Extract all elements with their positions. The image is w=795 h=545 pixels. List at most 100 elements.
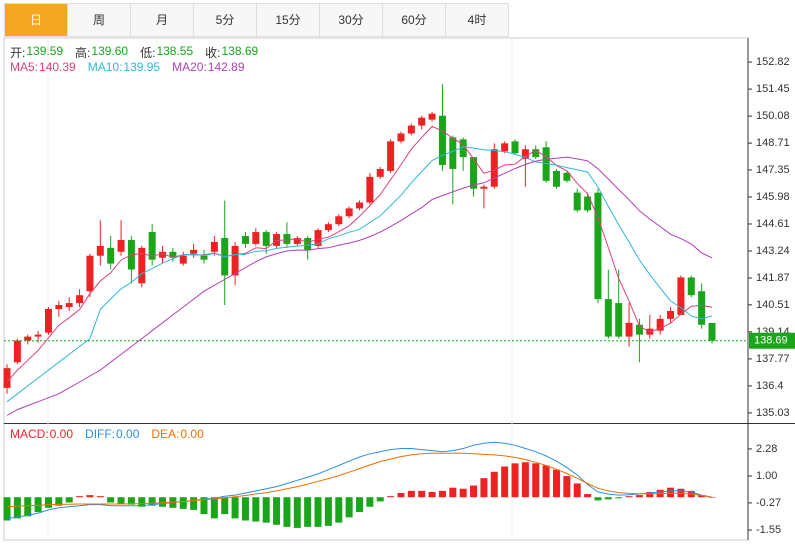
period-tab[interactable]: 5分	[194, 4, 257, 36]
candle-body	[625, 322, 633, 337]
macd-bar	[397, 492, 405, 498]
macd-bar	[615, 497, 623, 499]
y-tick-label: 151.45	[756, 83, 790, 95]
y-tick-label: 148.71	[756, 137, 790, 149]
macd-bar	[210, 497, 218, 519]
candle-body	[345, 208, 353, 217]
macd-bar	[480, 478, 488, 498]
macd-bar	[273, 497, 281, 525]
macd-bar	[231, 497, 239, 519]
period-tab[interactable]: 4时	[446, 4, 509, 36]
legend-label: 收:	[205, 46, 221, 60]
macd-bar	[387, 496, 395, 498]
candle-body	[241, 236, 249, 244]
y-tick-label: 136.4	[756, 380, 784, 392]
candle-body	[304, 237, 312, 250]
candle-body	[563, 172, 571, 181]
macd-bar	[635, 495, 643, 498]
period-tab[interactable]: 15分	[257, 4, 320, 36]
ma-line	[6, 125, 713, 383]
macd-bar	[604, 497, 612, 500]
candle-body	[438, 115, 446, 166]
ma-line	[6, 146, 713, 403]
macd-bar	[241, 497, 249, 521]
macd-bar	[107, 497, 115, 503]
legend-item: DIFF: 0.00	[85, 427, 139, 441]
y-tick-label: 147.35	[756, 164, 790, 176]
candle-body	[501, 143, 509, 152]
candle-body	[594, 192, 602, 300]
macd-y-tick-label: 2.28	[756, 443, 777, 455]
last-price-label: 138.69	[754, 335, 788, 347]
candle-body	[635, 324, 643, 335]
candle-body	[552, 170, 560, 187]
macd-bar	[667, 487, 675, 498]
macd-bar	[96, 496, 104, 498]
macd-bar	[3, 497, 11, 521]
candle-body	[231, 245, 239, 276]
candle-body	[366, 176, 374, 203]
legend-label: DEA:	[151, 427, 180, 441]
ma-line	[6, 156, 713, 416]
candle-body	[65, 303, 73, 308]
legend-label: MA20:	[172, 60, 207, 74]
y-tick-label: 135.03	[756, 407, 790, 419]
macd-bar	[117, 497, 125, 504]
period-tabs: 日周月 5分 15分 30分 60分 4时	[4, 3, 509, 37]
macd-bar	[127, 497, 135, 505]
legend-value: 138.69	[221, 44, 259, 58]
macd-bar	[418, 490, 426, 498]
candle-body	[262, 232, 270, 246]
candle-body	[76, 295, 84, 304]
legend-label: MA5:	[10, 60, 39, 74]
candle-body	[698, 291, 706, 325]
macd-y-tick-label: -1.55	[756, 524, 781, 536]
candle-body	[169, 251, 177, 258]
candle-body	[459, 139, 467, 158]
macd-bar	[428, 491, 436, 498]
candle-body	[159, 251, 167, 258]
macd-bar	[407, 490, 415, 498]
macd-line	[6, 452, 713, 508]
period-tab[interactable]: 月	[131, 4, 194, 36]
period-tab[interactable]: 30分	[320, 4, 383, 36]
macd-bar	[356, 497, 363, 513]
candle-body	[200, 255, 208, 260]
macd-bar	[521, 462, 529, 498]
macd-y-tick-label: -0.27	[756, 497, 781, 509]
candle-body	[708, 322, 716, 341]
macd-bar	[293, 497, 301, 528]
legend-item: 收: 138.69	[205, 44, 258, 61]
y-tick-label: 140.51	[756, 299, 790, 311]
period-tab[interactable]: 日	[5, 4, 68, 36]
candle-body	[148, 232, 156, 260]
candle-body	[55, 305, 63, 309]
macd-bar	[314, 497, 322, 527]
macd-bar	[345, 497, 353, 518]
macd-bar	[304, 497, 312, 527]
legend-item: MA10: 139.95	[88, 60, 160, 74]
y-tick-label: 150.08	[756, 110, 790, 122]
ohlc-info: 开: 139.59 高: 139.60 低: 138.55 收: 138.69	[10, 44, 258, 61]
legend-value: 139.60	[91, 44, 129, 58]
candle-body	[584, 196, 592, 211]
y-tick-label: 137.77	[756, 353, 790, 365]
macd-bar	[573, 483, 581, 498]
candle-body	[252, 232, 260, 244]
period-tab[interactable]: 周	[68, 4, 131, 36]
macd-bar	[13, 497, 21, 519]
candle-body	[687, 277, 695, 296]
plot-frame	[3, 37, 749, 541]
candle-body	[190, 249, 198, 254]
macd-line	[6, 441, 713, 519]
candle-body	[480, 186, 488, 189]
candle-body	[397, 133, 405, 142]
period-tab[interactable]: 60分	[383, 4, 446, 36]
macd-bar	[490, 471, 498, 498]
macd-bar	[542, 465, 550, 498]
candle-body	[521, 149, 529, 160]
legend-item: 高: 139.60	[75, 44, 128, 61]
y-tick-label: 141.87	[756, 272, 790, 284]
legend-item: MACD: 0.00	[10, 427, 73, 441]
candle-body	[356, 202, 363, 209]
